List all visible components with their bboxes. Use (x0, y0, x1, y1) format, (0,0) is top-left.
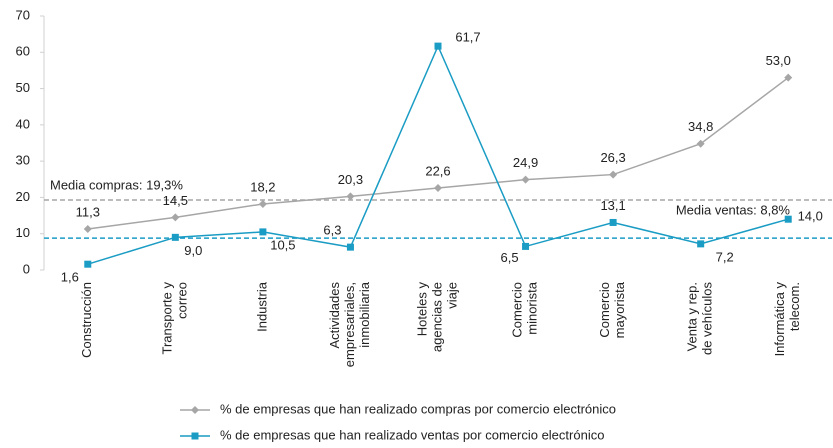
x-tick-label: Comercio (597, 282, 612, 338)
y-tick-label: 0 (23, 261, 30, 276)
marker (346, 192, 355, 201)
data-label: 14,5 (163, 193, 188, 208)
reference-label: Media compras: 19,3% (50, 177, 183, 192)
marker (171, 233, 179, 241)
series-line (87, 44, 789, 265)
x-tick-label: minorista (524, 281, 539, 335)
x-tick-label: Venta y rep. (685, 282, 700, 351)
data-label: 11,3 (76, 204, 100, 219)
marker (434, 183, 442, 192)
y-tick-label: 50 (16, 80, 30, 95)
marker (697, 240, 705, 248)
x-tick-label: de vehículos (700, 282, 715, 355)
data-label: 61,7 (455, 30, 480, 45)
data-label: 22,6 (425, 163, 450, 178)
x-tick-label: Comercio (509, 282, 524, 338)
data-label: 14,0 (798, 209, 823, 224)
marker (346, 243, 354, 251)
x-tick-label: Construcción (79, 282, 94, 358)
marker (696, 139, 705, 148)
x-tick-label: inmobiliaria (357, 281, 372, 348)
reference-label: Media ventas: 8,8% (676, 203, 791, 218)
y-tick-label: 20 (16, 189, 30, 204)
marker (258, 199, 267, 208)
data-label: 13,1 (600, 198, 625, 213)
data-label: 26,3 (600, 150, 625, 165)
x-tick-label: Hoteles y (414, 282, 429, 337)
data-label: 6,5 (501, 250, 519, 265)
data-label: 1,6 (61, 270, 79, 285)
marker (259, 228, 267, 236)
data-label: 34,8 (688, 119, 713, 134)
marker (784, 73, 793, 82)
data-label: 20,3 (338, 172, 363, 187)
data-label: 7,2 (716, 249, 734, 264)
y-tick-label: 10 (16, 225, 30, 240)
marker (784, 215, 792, 223)
marker (84, 260, 92, 268)
data-label: 24,9 (513, 155, 538, 170)
marker (171, 213, 180, 222)
marker (609, 170, 618, 179)
data-label: 53,0 (766, 53, 791, 68)
x-tick-label: Industria (254, 281, 269, 332)
data-label: 6,3 (323, 223, 341, 238)
legend-label: % de empresas que han realizado compras … (220, 401, 616, 416)
data-label: 9,0 (184, 243, 202, 258)
x-tick-label: Actividades (327, 282, 342, 349)
marker (522, 242, 530, 250)
data-label: 10,5 (270, 237, 295, 252)
marker (191, 432, 199, 440)
marker (609, 218, 617, 226)
x-tick-label: empresariales, (342, 282, 357, 367)
data-label: 18,2 (250, 179, 275, 194)
marker (83, 224, 92, 233)
x-tick-label: Informática y (772, 282, 787, 357)
x-tick-label: viaje (444, 282, 459, 309)
x-tick-label: mayorista (612, 281, 627, 338)
marker (521, 175, 530, 184)
x-tick-label: telecom. (787, 282, 802, 331)
y-tick-label: 30 (16, 153, 30, 168)
x-tick-label: correo (174, 282, 189, 319)
x-tick-label: agencias de (429, 282, 444, 352)
y-tick-label: 60 (16, 44, 30, 59)
x-tick-label: Transporte y (159, 282, 174, 355)
legend-label: % de empresas que han realizado ventas p… (220, 427, 604, 442)
y-tick-label: 70 (16, 7, 30, 22)
y-tick-label: 40 (16, 116, 30, 131)
marker (191, 406, 199, 414)
marker (434, 42, 442, 50)
